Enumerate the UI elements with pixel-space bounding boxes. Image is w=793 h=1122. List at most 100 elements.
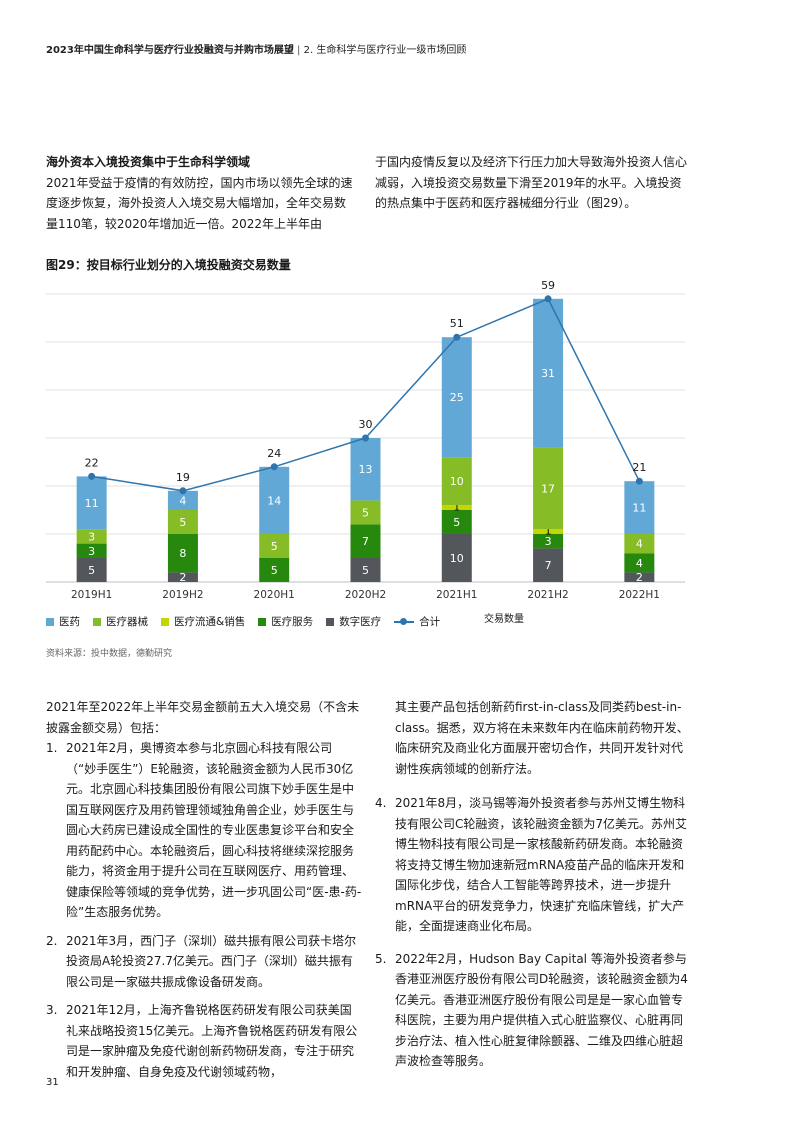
bar-segment — [441, 457, 472, 506]
page-header: 2023年中国生命科学与医疗行业投融资与并购市场展望 | 2. 生命科学与医疗行… — [46, 41, 466, 56]
bar-segment — [76, 543, 107, 558]
intro-right-column: 于国内疫情反复以及经济下行压力加大导致海外投资人信心减弱，入境投资交易数量下滑至… — [375, 152, 687, 214]
bar-segment-label: 17 — [541, 482, 555, 495]
legend-item-total: 合计 — [394, 614, 440, 629]
bar-segment — [533, 447, 564, 530]
legend-swatch-distribution — [161, 617, 169, 626]
total-point — [453, 333, 461, 341]
bar-segment-label: 5 — [179, 516, 186, 529]
bar-segment — [167, 534, 198, 573]
legend-swatch-service — [258, 617, 267, 626]
bar-segment — [624, 572, 655, 582]
deal-list-right: 4. 2021年8月，淡马锡等海外投资者参与苏州艾博生物科技有限公司C轮融资，该… — [375, 793, 689, 1072]
bar-segment-label: 5 — [453, 516, 460, 529]
bar-segment-label: 5 — [271, 564, 278, 577]
bar-segment-label: 2 — [179, 571, 186, 584]
legend-label-digital: 数字医疗 — [339, 616, 382, 628]
bar-segment-label: 7 — [545, 559, 552, 572]
list-item-text: 2021年2月，奥博资本参与北京圆心科技有限公司（“妙手医生”）E轮融资，该轮融… — [66, 741, 362, 919]
page-number: 31 — [46, 1077, 59, 1088]
bar-segment-label: 2 — [636, 571, 643, 584]
stacked-bar-chart: 533112019H128542019H255142020H1575132020… — [46, 279, 685, 601]
bar-segment — [350, 438, 381, 501]
list-item-number: 4. — [375, 796, 387, 810]
legend-swatch-digital — [326, 617, 335, 626]
bar-segment-label: 1 — [453, 501, 460, 514]
total-label: 21 — [632, 461, 646, 474]
bar-segment — [624, 534, 655, 554]
x-axis-title: 交易数量 — [484, 614, 524, 625]
legend-label-distribution: 医疗流通&销售 — [174, 616, 246, 628]
list-item-text: 2021年3月，西门子（深圳）磁共振有限公司获卡塔尔投资局A轮投资27.7亿美元… — [66, 933, 357, 989]
list-item-number: 5. — [375, 951, 387, 966]
legend-label-device: 医疗器械 — [106, 616, 148, 628]
bar-segment — [167, 490, 198, 510]
legend-line-total — [394, 617, 415, 627]
bar-segment — [441, 534, 472, 582]
x-tick-label: 2021H1 — [436, 589, 477, 601]
total-label: 22 — [85, 456, 99, 469]
list-item-number: 2. — [46, 933, 58, 948]
figure-title: 图29：按目标行业划分的入境投融资交易数量 — [46, 258, 291, 272]
legend-item-device: 医疗器械 — [93, 614, 148, 629]
bar-segment — [533, 548, 564, 582]
legend-swatch-device — [93, 617, 101, 626]
bar-segment — [624, 553, 655, 573]
list-item: 4. 2021年8月，淡马锡等海外投资者参与苏州艾博生物科技有限公司C轮融资，该… — [375, 793, 689, 937]
bar-segment — [441, 505, 472, 510]
bar-segment — [533, 298, 564, 448]
legend-label-service: 医疗服务 — [271, 616, 314, 628]
bar-segment — [533, 534, 564, 549]
bar-segment-label: 5 — [88, 564, 95, 577]
x-tick-label: 2019H2 — [162, 589, 203, 601]
section-heading: 海外资本入境投资集中于生命科学领域 — [46, 155, 251, 169]
x-tick-label: 2019H1 — [71, 589, 112, 601]
list-item-text: 2022年2月，Hudson Bay Capital 等海外投资者参与香港亚洲医… — [395, 951, 688, 1069]
total-point — [270, 463, 278, 471]
bar-segment-label: 31 — [541, 367, 555, 380]
list-item-number: 1. — [46, 741, 58, 755]
list-item: 1. 2021年2月，奥博资本参与北京圆心科技有限公司（“妙手医生”）E轮融资，… — [46, 738, 362, 923]
bar-segment-label: 11 — [632, 502, 646, 515]
list-item: 2. 2021年3月，西门子（深圳）磁共振有限公司获卡塔尔投资局A轮投资27.7… — [46, 931, 362, 993]
bar-segment — [259, 558, 290, 582]
bar-segment — [533, 529, 564, 534]
intro-paragraph-left: 2021年受益于疫情的有效防控，国内市场以领先全球的速度逐步恢复，海外投资人入境… — [46, 175, 353, 231]
intro-paragraph-right: 于国内疫情反复以及经济下行压力加大导致海外投资人信心减弱，入境投资交易数量下滑至… — [375, 155, 688, 210]
figure-source: 资料来源：投中数据，德勤研究 — [46, 649, 173, 659]
total-point — [544, 295, 552, 303]
legend-item-digital: 数字医疗 — [326, 614, 381, 629]
bar-segment-label: 11 — [85, 497, 99, 510]
bar-segment-label: 25 — [450, 391, 464, 404]
bar-segment — [76, 529, 107, 544]
bar-segment-label: 4 — [636, 557, 643, 570]
legend-label-total: 合计 — [419, 616, 441, 628]
list-item-3-continued: 其主要产品包括创新药first-in-class及同类药best-in-clas… — [395, 700, 689, 776]
section-title: 2. 生命科学与医疗行业一级市场回顾 — [303, 45, 467, 56]
legend-item-distribution: 医疗流通&销售 — [161, 614, 245, 629]
total-point — [362, 434, 369, 442]
bar-segment-label: 4 — [179, 494, 186, 507]
bar-segment-label: 14 — [267, 494, 281, 507]
bar-segment — [167, 572, 198, 582]
legend-label-pharma: 医药 — [59, 616, 80, 628]
intro-left-column: 海外资本入境投资集中于生命科学领域 2021年受益于疫情的有效防控，国内市场以领… — [46, 152, 356, 234]
list-item-number: 3. — [46, 1003, 58, 1017]
bar-segment — [441, 510, 472, 534]
bar-segment — [350, 500, 381, 525]
total-point — [88, 472, 96, 480]
total-point — [179, 487, 187, 495]
total-point — [635, 477, 643, 485]
bar-segment-label: 13 — [359, 463, 373, 476]
bar-segment-label: 3 — [545, 535, 552, 548]
x-tick-label: 2020H2 — [345, 589, 386, 601]
bar-segment-label: 3 — [88, 545, 95, 558]
bar-segment — [167, 510, 198, 534]
x-tick-label: 2021H2 — [527, 589, 568, 601]
body-left-column: 2021年至2022年上半年交易金额前五大入境交易（不含未披露金额交易）包括： … — [46, 697, 362, 1090]
deal-list-left: 1. 2021年2月，奥博资本参与北京圆心科技有限公司（“妙手医生”）E轮融资，… — [46, 738, 362, 1082]
x-tick-label: 2020H1 — [254, 589, 295, 601]
bar-segment-label: 1 — [545, 525, 552, 538]
bar-segment — [76, 558, 107, 582]
list-item: 3. 2021年12月，上海齐鲁锐格医药研发有限公司获美国礼来战略投资15亿美元… — [46, 1000, 362, 1082]
